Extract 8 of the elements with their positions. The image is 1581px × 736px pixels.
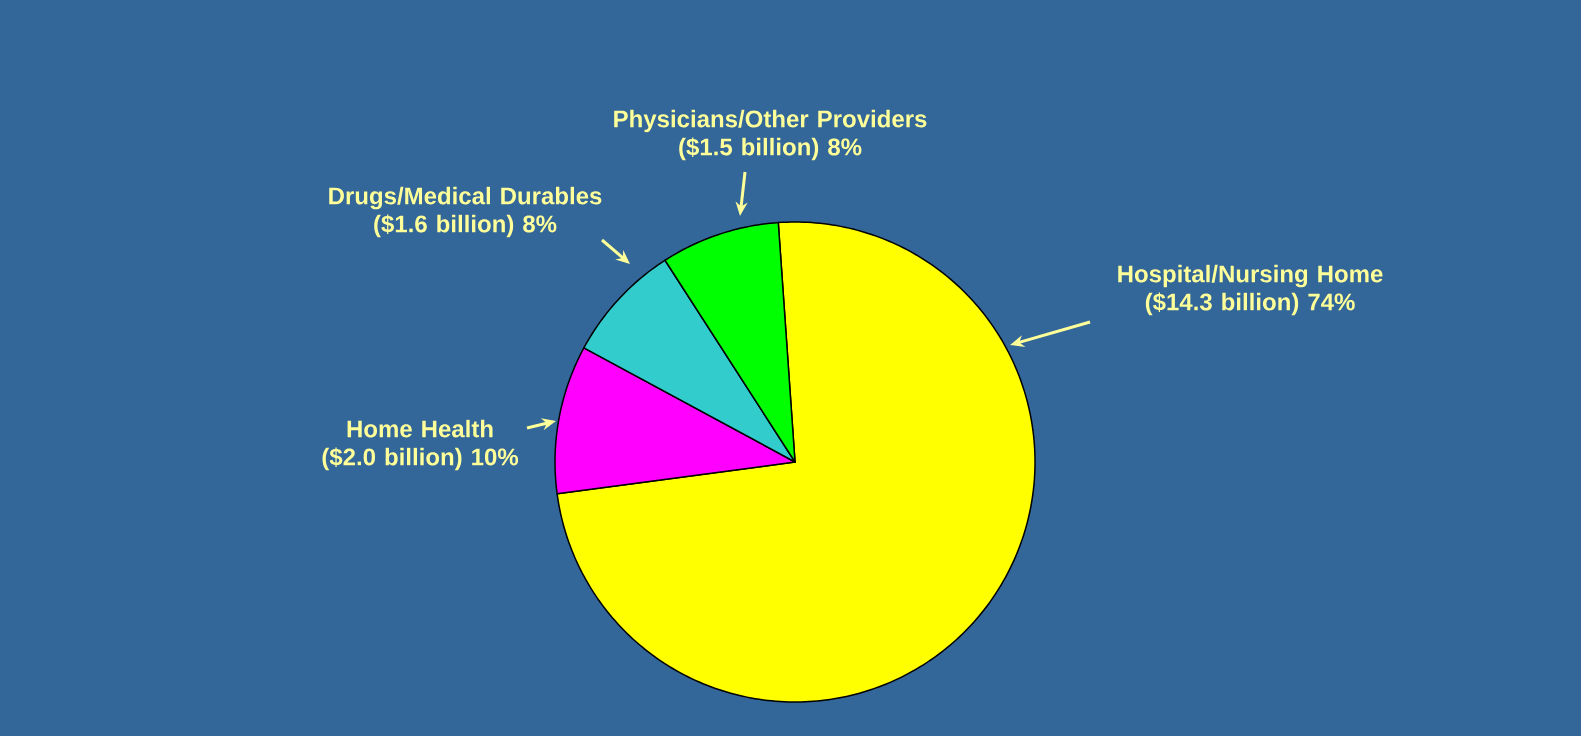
- slice-label: Home Health: [347, 419, 493, 438]
- data-label: ($1.6 billion) 8%: [374, 214, 557, 238]
- data-label: ($2.0 billion) 10%: [322, 447, 519, 471]
- slice-label: Drugs/Medical Durables: [329, 186, 602, 210]
- data-label: ($1.5 billion) 8%: [679, 137, 862, 161]
- data-label: ($14.3 billion) 74%: [1145, 292, 1355, 316]
- slice-label: Hospital/Nursing Home: [1118, 264, 1383, 288]
- slice-label: Physicians/Other Providers: [614, 109, 927, 133]
